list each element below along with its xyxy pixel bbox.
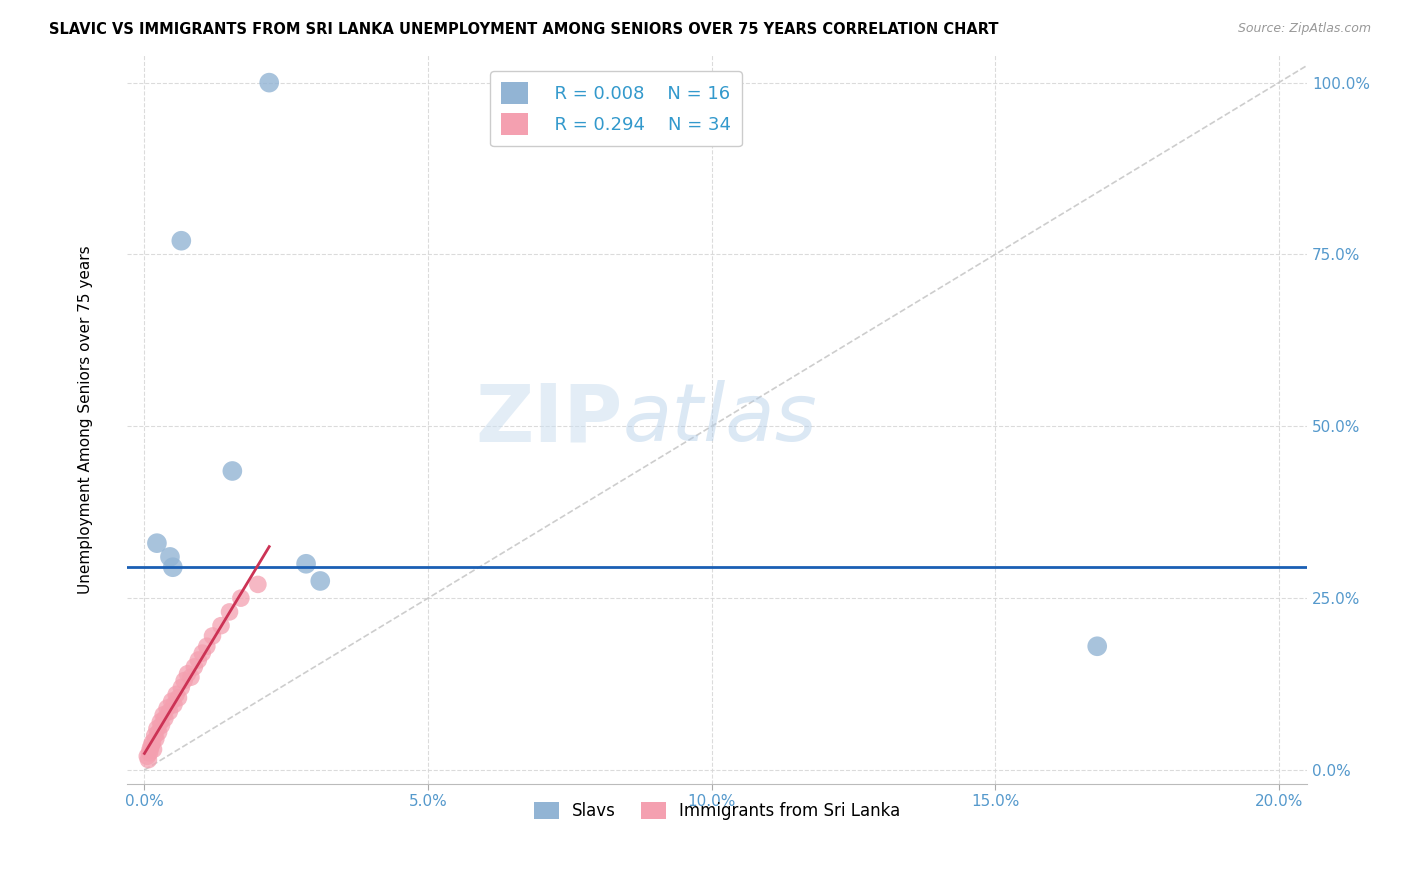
Point	[163, 698, 186, 712]
Point	[170, 234, 193, 248]
Point	[136, 749, 159, 764]
Point	[176, 666, 198, 681]
Point	[187, 653, 209, 667]
Point	[138, 746, 160, 760]
Point	[153, 711, 176, 725]
Point	[157, 705, 180, 719]
Point	[209, 618, 232, 632]
Point	[195, 640, 218, 654]
Point	[139, 742, 162, 756]
Point	[165, 687, 187, 701]
Point	[146, 536, 169, 550]
Point	[152, 708, 174, 723]
Point	[145, 732, 167, 747]
Y-axis label: Unemployment Among Seniors over 75 years: Unemployment Among Seniors over 75 years	[79, 245, 93, 594]
Point	[246, 577, 269, 591]
Point	[221, 464, 243, 478]
Point	[167, 690, 190, 705]
Point	[295, 557, 318, 571]
Point	[257, 76, 280, 90]
Text: Source: ZipAtlas.com: Source: ZipAtlas.com	[1237, 22, 1371, 36]
Text: ZIP: ZIP	[475, 380, 623, 458]
Point	[150, 718, 173, 732]
Text: SLAVIC VS IMMIGRANTS FROM SRI LANKA UNEMPLOYMENT AMONG SENIORS OVER 75 YEARS COR: SLAVIC VS IMMIGRANTS FROM SRI LANKA UNEM…	[49, 22, 998, 37]
Point	[1085, 640, 1108, 654]
Point	[148, 725, 170, 739]
Point	[201, 629, 224, 643]
Point	[180, 670, 202, 684]
Point	[191, 646, 214, 660]
Point	[156, 701, 179, 715]
Point	[141, 735, 163, 749]
Point	[142, 742, 165, 756]
Point	[141, 739, 163, 753]
Point	[173, 673, 195, 688]
Point	[138, 753, 160, 767]
Text: atlas: atlas	[623, 380, 818, 458]
Point	[170, 681, 193, 695]
Point	[183, 660, 205, 674]
Point	[309, 574, 332, 588]
Point	[160, 694, 183, 708]
Point	[229, 591, 252, 606]
Point	[146, 722, 169, 736]
Point	[218, 605, 240, 619]
Point	[159, 549, 181, 564]
Point	[162, 560, 184, 574]
Point	[143, 729, 166, 743]
Legend: Slavs, Immigrants from Sri Lanka: Slavs, Immigrants from Sri Lanka	[527, 795, 907, 826]
Point	[149, 714, 172, 729]
